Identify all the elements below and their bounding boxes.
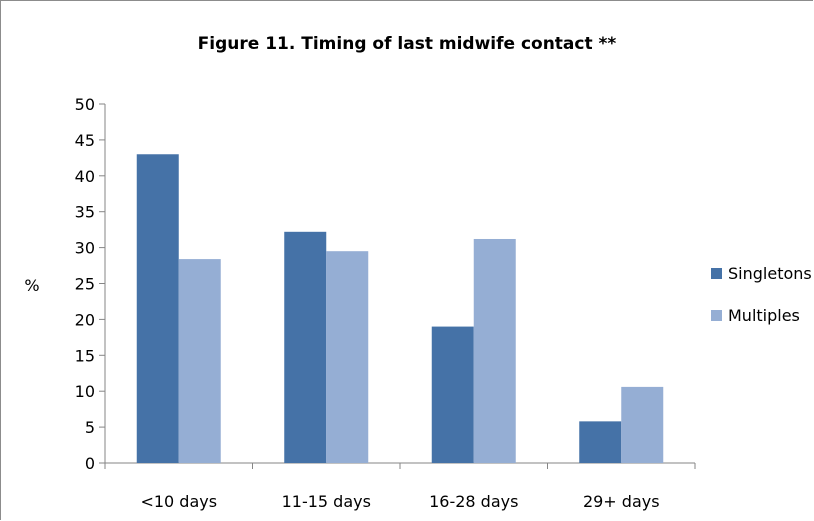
y-tick-label: 35 [75, 203, 95, 222]
chart-axes: 0 5 10 15 20 25 30 35 40 45 50% <10 days 11-15 days 1… [24, 95, 696, 511]
bar-multiples-3 [621, 386, 664, 463]
chart-legend: Singletons Multiples [711, 264, 812, 325]
chart-bars [136, 154, 664, 463]
x-tick-label: 29+ days [583, 492, 660, 511]
y-tick-label: 45 [75, 131, 95, 150]
legend-swatch-multiples [711, 310, 722, 321]
legend-label-singletons: Singletons [728, 264, 812, 283]
bar-singletons-2 [431, 326, 474, 463]
bar-singletons-1 [284, 231, 327, 463]
bar-multiples-2 [473, 238, 516, 463]
bar-multiples-1 [326, 251, 369, 463]
legend-swatch-singletons [711, 268, 722, 279]
y-tick-label: 50 [75, 95, 95, 114]
y-tick-label: 40 [75, 167, 95, 186]
y-axis-label: % [24, 276, 39, 295]
y-tick-label: 15 [75, 346, 95, 365]
y-tick-label: 20 [75, 310, 95, 329]
y-tick-label: 10 [75, 382, 95, 401]
x-tick-label: 16-28 days [429, 492, 518, 511]
y-tick-label: 5 [85, 418, 95, 437]
y-tick-label: 30 [75, 239, 95, 258]
y-tick-label: 0 [85, 454, 95, 473]
bar-singletons-0 [136, 154, 179, 463]
bar-singletons-3 [579, 421, 622, 463]
x-tick-label: 11-15 days [282, 492, 371, 511]
y-tick-label: 25 [75, 275, 95, 294]
x-tick-label: <10 days [140, 492, 217, 511]
chart-title: Figure 11. Timing of last midwife contac… [197, 34, 617, 54]
bar-multiples-0 [178, 259, 221, 463]
legend-label-multiples: Multiples [728, 306, 800, 325]
